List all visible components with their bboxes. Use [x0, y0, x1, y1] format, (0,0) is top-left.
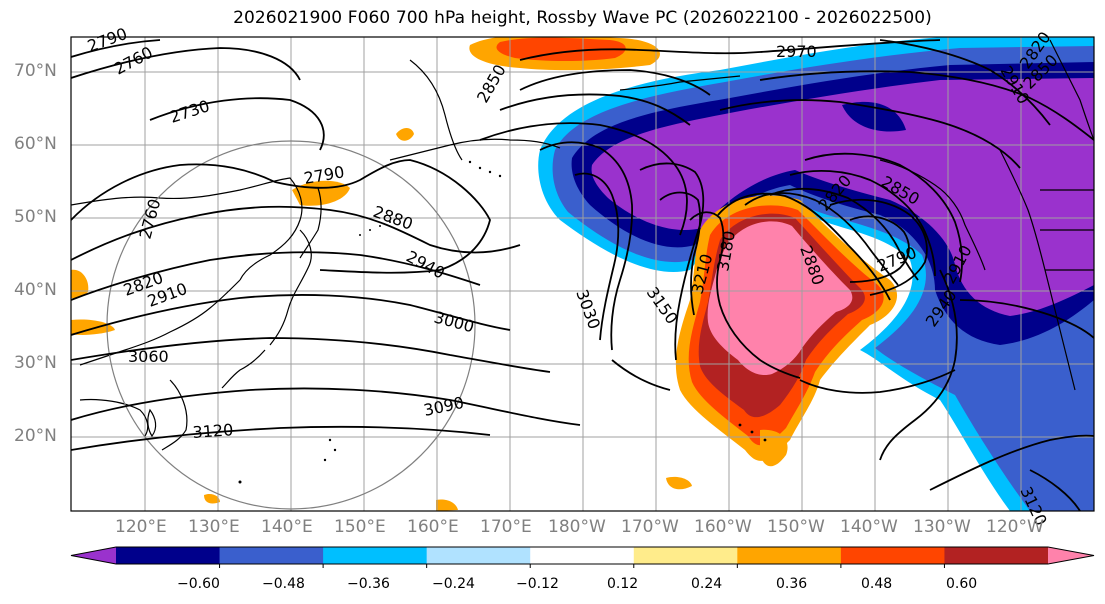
colorbar-segment — [633, 547, 738, 564]
colorbar-segment — [530, 547, 635, 564]
lon-label: 140°W — [840, 517, 898, 537]
colorbar-segment — [426, 547, 531, 564]
contour-label: 3060 — [128, 347, 169, 366]
lon-label: 150°E — [334, 517, 386, 537]
colorbar-segment — [737, 547, 842, 564]
lat-label: 30°N — [14, 353, 57, 373]
graticule — [71, 37, 1094, 511]
lon-label: 140°E — [261, 517, 313, 537]
colorbar-segment — [323, 547, 428, 564]
colorbar-tick-label: −0.24 — [432, 576, 475, 592]
lat-label: 60°N — [14, 134, 57, 154]
lon-label: 130°E — [188, 517, 240, 537]
islands — [238, 160, 767, 484]
colorbar-outline — [70, 546, 1095, 565]
colorbar-tick-label: 0.60 — [946, 576, 978, 592]
colorbar-extend-left — [71, 547, 116, 564]
lon-label: 170°W — [621, 517, 679, 537]
lon-label: 170°E — [480, 517, 532, 537]
lat-label: 70°N — [14, 61, 57, 81]
colorbar-extend-right — [1048, 547, 1094, 564]
colorbar-segment — [944, 547, 1049, 564]
colorbar-tick-label: 0.12 — [607, 576, 639, 592]
colorbar-segment — [116, 547, 221, 564]
colorbar-tick-label: −0.60 — [177, 576, 220, 592]
map-area — [71, 37, 1094, 511]
colorbar-tick-label: 0.48 — [861, 576, 893, 592]
colorbar-tick-label: 0.24 — [691, 576, 723, 592]
contour-label: 3120 — [192, 420, 234, 442]
colorbar-segment — [840, 547, 945, 564]
colorbar-tick-label: −0.48 — [262, 576, 305, 592]
lon-label: 120°E — [115, 517, 167, 537]
lon-label: 130°W — [913, 517, 971, 537]
map-frame — [70, 36, 1095, 512]
negative-anomaly-region — [538, 37, 1094, 511]
map-title: 2026021900 F060 700 hPa height, Rossby W… — [233, 8, 932, 28]
height-contours — [71, 39, 1094, 511]
lat-label: 50°N — [14, 207, 57, 227]
colorbar-tick-label: −0.12 — [516, 576, 559, 592]
lon-label: 150°W — [767, 517, 825, 537]
colorbar — [70, 546, 1095, 568]
lat-label: 40°N — [14, 280, 57, 300]
lon-label: 120°W — [986, 517, 1044, 537]
lat-label: 20°N — [14, 426, 57, 446]
lon-label: 160°E — [407, 517, 459, 537]
positive-anomaly-region — [71, 37, 898, 511]
lon-label: 160°W — [694, 517, 752, 537]
colorbar-segment — [219, 547, 324, 564]
colorbar-tick-label: 0.36 — [776, 576, 808, 592]
lon-label: 180°W — [548, 517, 606, 537]
colorbar-tick-label: −0.36 — [347, 576, 390, 592]
contour-label: 2970 — [776, 42, 817, 61]
